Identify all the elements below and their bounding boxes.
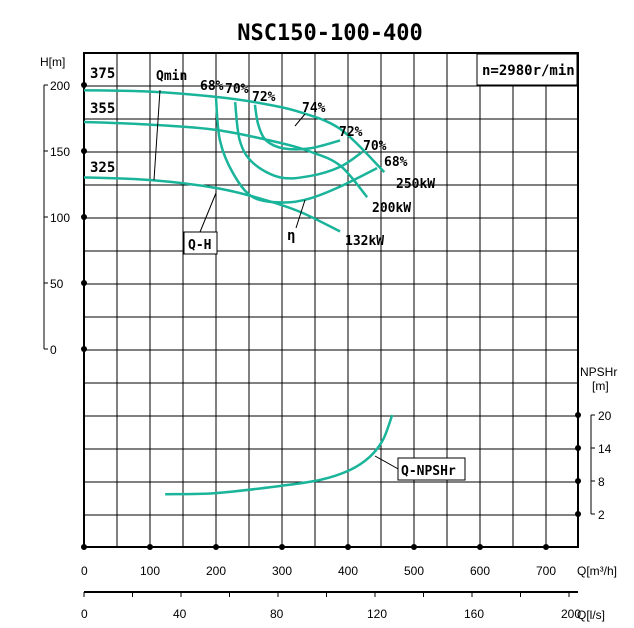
y-tick-label: 50: [50, 277, 64, 291]
eta-label: η: [287, 228, 295, 244]
x-tick-label: 300: [272, 564, 292, 578]
qh-leader: [199, 192, 217, 233]
x-dot: [213, 544, 219, 550]
power-label-250kw: 250kW: [396, 177, 435, 192]
y-dot: [81, 214, 87, 220]
x-axis-label: Q[m³/h]: [577, 564, 617, 578]
npsh-tick-label: 20: [598, 409, 612, 423]
x-dot: [477, 544, 483, 550]
eff-label-72: 72%: [252, 90, 276, 105]
curves: [83, 89, 394, 496]
x2-tick-label: 160: [464, 607, 484, 621]
power-label-200kw: 200kW: [372, 201, 411, 216]
x-tick-label: 200: [206, 564, 226, 578]
npsh-curve: [165, 414, 394, 496]
qh-curve-375: [83, 89, 386, 174]
x-dot: [411, 544, 417, 550]
qh-label: Q-H: [188, 238, 211, 253]
impeller-label-375: 375: [90, 66, 115, 82]
eff-label-68-right: 68%: [384, 155, 408, 170]
x-tick-label: 500: [404, 564, 424, 578]
eff-label-72-right: 72%: [339, 125, 363, 140]
x-dot: [81, 544, 87, 550]
grid: [83, 52, 579, 548]
speed-box: [476, 53, 578, 86]
x-tick-label: 0: [81, 564, 88, 578]
npsh-label-box: [397, 457, 466, 481]
x-tick-label: 600: [470, 564, 490, 578]
npsh-dot: [575, 412, 581, 418]
npsh-axis-unit: [m]: [592, 379, 609, 393]
impeller-label-325: 325: [90, 160, 115, 176]
npsh-dot: [575, 478, 581, 484]
y-tick-label: 200: [50, 79, 70, 93]
x-dot: [345, 544, 351, 550]
efficiency-curve-72: [253, 104, 341, 151]
x-dot: [279, 544, 285, 550]
x2-tick-label: 0: [81, 607, 88, 621]
npsh-tick-label: 8: [598, 475, 605, 489]
x-tick-label: 400: [338, 564, 358, 578]
y-tick-label: 0: [50, 343, 57, 357]
x2-tick-label: 200: [561, 607, 581, 621]
qh-curve-325: [83, 176, 341, 233]
eff-label-74: 74%: [302, 101, 326, 116]
speed-label: n=2980r/min: [482, 63, 575, 79]
npsh-leader: [374, 455, 401, 471]
y-dot: [81, 82, 87, 88]
y-dot: [81, 346, 87, 352]
npsh-label: Q-NPSHr: [401, 464, 456, 479]
npsh-axis-label: NPSHr: [580, 365, 617, 379]
x-tick-label: 100: [140, 564, 160, 578]
qh-label-box: [183, 231, 218, 255]
plot-border: [83, 52, 579, 548]
x-tick-label: 700: [536, 564, 556, 578]
eff-label-68: 68%: [200, 79, 224, 94]
eff-label-70-right: 70%: [363, 139, 387, 154]
npsh-dot: [575, 445, 581, 451]
impeller-label-355: 355: [90, 101, 115, 117]
x2-tick-label: 80: [270, 607, 284, 621]
npsh-tick-label: 14: [598, 442, 612, 456]
npsh-dot: [575, 511, 581, 517]
x2-axis-label: Q[l/s]: [577, 608, 605, 622]
y-dot: [81, 280, 87, 286]
y-dot: [81, 148, 87, 154]
efficiency-curve-68: [214, 98, 378, 204]
x-dot: [543, 544, 549, 550]
y-axis-label: H[m]: [40, 55, 65, 69]
x-dot: [147, 544, 153, 550]
y-tick-label: 150: [50, 145, 70, 159]
eff-label-70: 70%: [225, 82, 249, 97]
npsh-tick-label: 2: [598, 508, 605, 522]
y-tick-label: 100: [50, 211, 70, 225]
efficiency-curve-70: [233, 102, 363, 180]
x2-tick-label: 40: [173, 607, 187, 621]
x2-tick-label: 120: [367, 607, 387, 621]
eta-leader: [295, 199, 306, 229]
power-label-132kw: 132kW: [345, 234, 384, 249]
qmin-label: Qmin: [156, 69, 187, 84]
eff-74-leader: [294, 113, 306, 127]
qmin-leader: [153, 89, 161, 181]
chart-title: NSC150-100-400: [237, 21, 422, 46]
